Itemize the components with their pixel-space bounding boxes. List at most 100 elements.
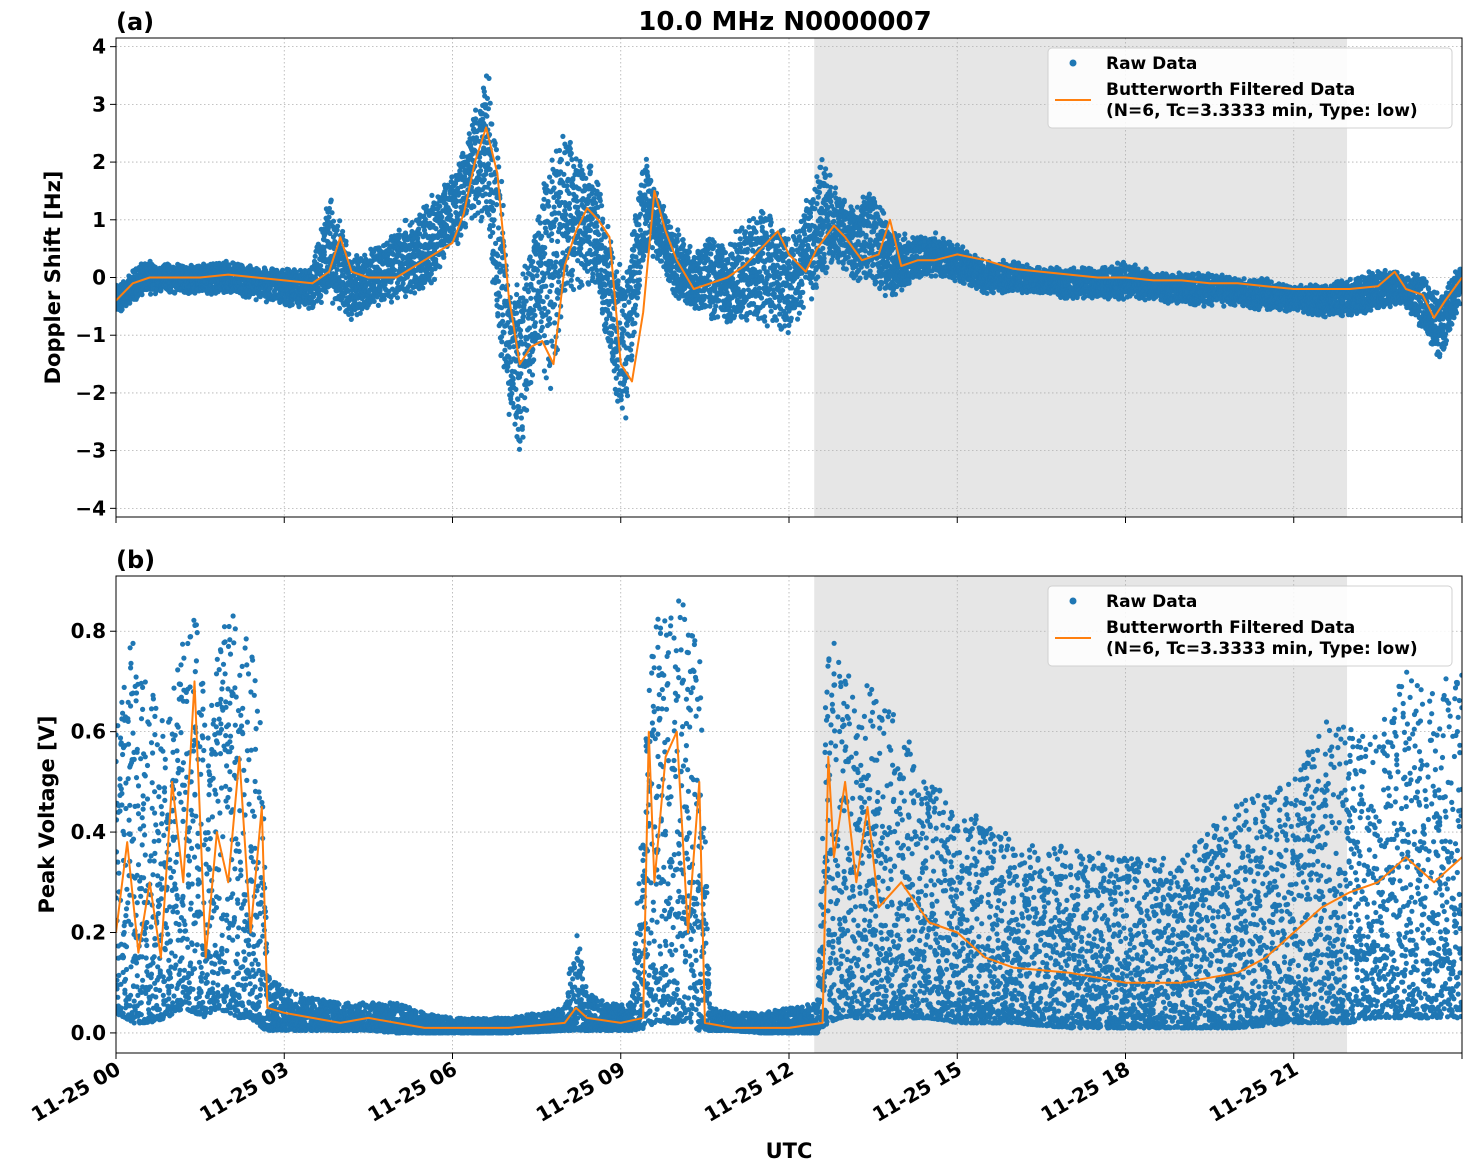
raw-data-point	[726, 301, 733, 307]
raw-data-point	[437, 264, 443, 270]
raw-data-point	[618, 397, 624, 403]
raw-data-point	[631, 329, 637, 335]
raw-data-point	[566, 205, 573, 212]
raw-data-point	[574, 198, 580, 204]
raw-data-point	[326, 214, 332, 220]
raw-data-point	[340, 228, 346, 235]
raw-data-point	[139, 292, 145, 298]
raw-data-point	[745, 246, 751, 252]
raw-data-point	[532, 312, 538, 318]
raw-data-point	[599, 203, 605, 209]
raw-data-point	[594, 223, 600, 229]
raw-data-point	[553, 217, 559, 223]
raw-data-point	[547, 321, 553, 327]
raw-data-point	[532, 320, 539, 326]
raw-data-point	[318, 299, 324, 305]
raw-data-point	[560, 133, 566, 139]
raw-data-point	[753, 229, 759, 235]
raw-data-point	[623, 415, 629, 421]
raw-data-point	[501, 330, 507, 336]
raw-data-point	[546, 203, 552, 209]
raw-data-point	[514, 282, 520, 288]
raw-data-point	[629, 341, 635, 347]
raw-data-point	[547, 316, 553, 322]
raw-data-point	[588, 163, 594, 169]
raw-data-point	[538, 319, 544, 325]
raw-data-point	[323, 289, 329, 295]
raw-data-point	[586, 281, 592, 287]
raw-data-point	[619, 405, 625, 411]
raw-data-point	[484, 113, 490, 119]
raw-data-point	[608, 330, 615, 336]
raw-data-point	[462, 224, 469, 230]
raw-data-point	[491, 217, 497, 223]
raw-data-point	[591, 196, 597, 202]
raw-data-point	[583, 175, 589, 181]
raw-data-point	[524, 386, 530, 392]
raw-data-point	[537, 220, 543, 226]
raw-data-point	[739, 225, 745, 231]
raw-data-point	[676, 232, 682, 238]
raw-data-point	[388, 299, 395, 305]
raw-data-point	[481, 89, 487, 95]
raw-data-point	[549, 231, 555, 237]
raw-data-point	[549, 338, 555, 344]
raw-data-point	[518, 415, 525, 421]
raw-data-point	[514, 310, 520, 316]
raw-data-point	[577, 158, 583, 164]
raw-data-point	[495, 278, 502, 284]
raw-data-point	[558, 157, 565, 163]
raw-data-point	[746, 224, 752, 230]
raw-data-point	[554, 253, 560, 259]
raw-data-point	[603, 321, 609, 327]
raw-data-point	[637, 211, 644, 217]
raw-data-point	[500, 318, 506, 324]
raw-data-point	[742, 229, 749, 235]
raw-data-point	[471, 203, 477, 210]
raw-data-point	[539, 324, 546, 330]
raw-data-point	[506, 411, 512, 417]
raw-data-point	[649, 245, 656, 251]
raw-data-point	[621, 302, 628, 308]
raw-data-point	[437, 203, 443, 209]
raw-data-point	[473, 107, 479, 113]
raw-data-point	[534, 267, 541, 273]
raw-data-point	[481, 177, 487, 183]
raw-data-point	[547, 174, 553, 180]
raw-data-point	[348, 316, 354, 322]
raw-data-point	[528, 379, 534, 386]
raw-data-point	[615, 278, 621, 284]
raw-data-point	[547, 288, 553, 295]
raw-data-point	[499, 178, 505, 185]
raw-data-point	[596, 231, 602, 238]
raw-data-point	[566, 200, 573, 207]
raw-data-point	[329, 210, 335, 216]
raw-data-point	[486, 75, 492, 81]
raw-data-point	[439, 214, 445, 220]
raw-data-point	[634, 295, 641, 301]
raw-data-point	[499, 352, 505, 358]
raw-data-point	[402, 293, 409, 300]
raw-data-point	[448, 212, 454, 218]
raw-data-point	[566, 190, 572, 196]
raw-data-point	[522, 395, 528, 401]
raw-data-point	[636, 269, 643, 276]
raw-data-point	[665, 218, 671, 224]
raw-data-point	[569, 272, 575, 278]
raw-data-point	[512, 421, 518, 427]
raw-data-point	[541, 333, 548, 339]
raw-data-point	[534, 273, 540, 279]
raw-data-point	[523, 275, 529, 281]
raw-data-point	[675, 227, 681, 233]
raw-data-point	[337, 218, 343, 224]
raw-data-point	[513, 386, 519, 392]
raw-data-point	[523, 298, 529, 304]
raw-data-point	[527, 254, 533, 260]
raw-data-point	[620, 275, 626, 281]
raw-data-point	[556, 279, 562, 285]
raw-data-point	[545, 198, 551, 205]
raw-data-point	[516, 446, 523, 452]
raw-data-point	[566, 235, 572, 241]
raw-data-point	[579, 282, 585, 288]
raw-data-point	[502, 347, 508, 353]
